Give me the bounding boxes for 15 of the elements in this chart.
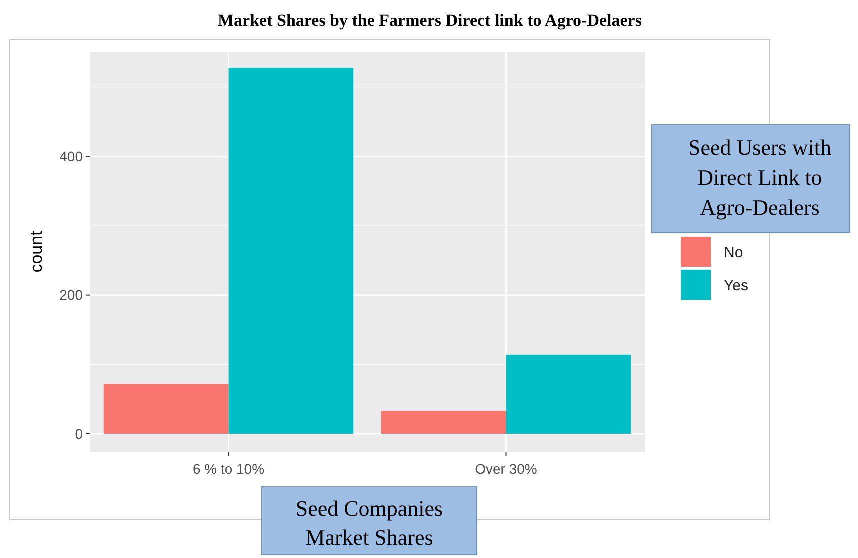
legend-title: Seed Users with Direct Link to Agro-Dealers [688, 135, 832, 220]
y-tick-label: 0 [75, 426, 84, 442]
x-axis-title: Seed Companies Market Shares [296, 496, 444, 550]
bar [506, 354, 632, 434]
x-tick-label: Over 30% [475, 461, 538, 477]
bar [228, 68, 354, 434]
legend-label: Yes [724, 277, 748, 294]
y-axis-title: count [27, 230, 46, 273]
legend-label: No [724, 244, 744, 262]
bar [381, 411, 506, 434]
bar [104, 384, 229, 434]
chart-title: Market Shares by the Farmers Direct link to Agro-Delaers [218, 11, 642, 30]
y-tick-label: 200 [60, 287, 84, 304]
y-tick-label: 400 [60, 148, 84, 165]
x-tick-label: 6 % to 10% [192, 461, 265, 477]
